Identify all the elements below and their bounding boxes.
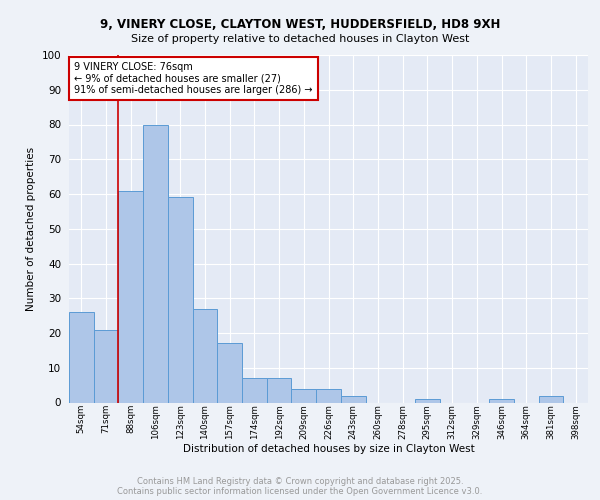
Text: Contains HM Land Registry data © Crown copyright and database right 2025.
Contai: Contains HM Land Registry data © Crown c…: [118, 476, 482, 496]
Bar: [143, 124, 168, 402]
Bar: [193, 308, 217, 402]
Bar: [316, 388, 341, 402]
Bar: [415, 399, 440, 402]
Bar: [267, 378, 292, 402]
Bar: [118, 190, 143, 402]
Text: Size of property relative to detached houses in Clayton West: Size of property relative to detached ho…: [131, 34, 469, 44]
Bar: [242, 378, 267, 402]
Bar: [292, 388, 316, 402]
Bar: [539, 396, 563, 402]
Bar: [94, 330, 118, 402]
X-axis label: Distribution of detached houses by size in Clayton West: Distribution of detached houses by size …: [182, 444, 475, 454]
Bar: [489, 399, 514, 402]
Bar: [217, 344, 242, 402]
Bar: [168, 198, 193, 402]
Bar: [69, 312, 94, 402]
Text: 9 VINERY CLOSE: 76sqm
← 9% of detached houses are smaller (27)
91% of semi-detac: 9 VINERY CLOSE: 76sqm ← 9% of detached h…: [74, 62, 313, 95]
Y-axis label: Number of detached properties: Number of detached properties: [26, 146, 36, 311]
Bar: [341, 396, 365, 402]
Text: 9, VINERY CLOSE, CLAYTON WEST, HUDDERSFIELD, HD8 9XH: 9, VINERY CLOSE, CLAYTON WEST, HUDDERSFI…: [100, 18, 500, 30]
